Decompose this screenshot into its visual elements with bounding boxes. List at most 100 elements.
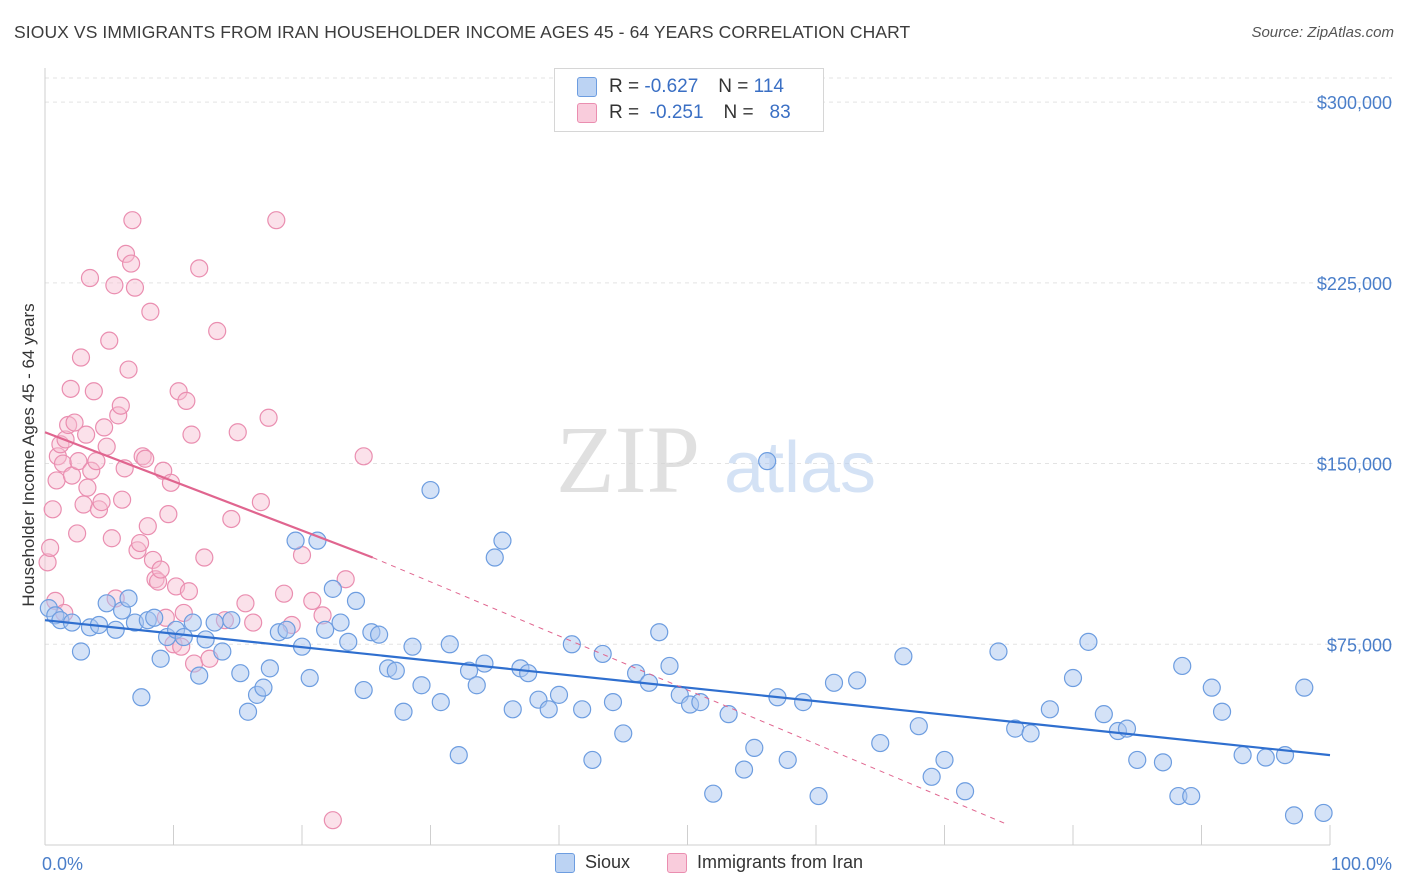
legend-row-iran: R = -0.251 N = 83	[577, 100, 791, 126]
y-tick-label: $150,000	[1317, 455, 1392, 475]
iran-point	[141, 302, 160, 321]
sioux-point	[231, 664, 250, 683]
iran-point	[159, 505, 178, 524]
sioux-point	[300, 668, 319, 688]
iran-point	[195, 548, 214, 567]
iran-point	[208, 321, 227, 341]
sioux-point	[650, 623, 669, 642]
sioux-point	[323, 579, 342, 598]
iran-point	[177, 391, 196, 410]
legend-n-label: N =	[718, 76, 749, 97]
sioux-point	[503, 700, 522, 719]
sioux-point	[493, 531, 512, 550]
iran-point	[179, 582, 199, 601]
sioux-point	[871, 733, 890, 753]
iran-point	[228, 423, 247, 442]
iran-point	[323, 811, 342, 830]
watermark-zip: ZIP	[556, 406, 700, 513]
sioux-point	[449, 746, 468, 765]
bottom-legend-label-sioux: Sioux	[585, 852, 631, 872]
y-tick-label: $300,000	[1317, 93, 1392, 113]
sioux-point	[254, 678, 273, 697]
sioux-point	[1040, 700, 1059, 719]
iran-point	[119, 360, 138, 379]
bottom-legend-label-iran: Immigrants from Iran	[697, 852, 864, 872]
trend-lines	[44, 431, 1331, 826]
sioux-point	[475, 654, 494, 673]
sioux-point	[386, 661, 405, 680]
iran-point	[116, 244, 136, 264]
iran-point	[130, 533, 150, 553]
sioux-point	[1182, 786, 1201, 806]
sioux-point	[603, 693, 623, 712]
y-tick-labels: $75,000 $150,000 $225,000 $300,000	[1317, 93, 1392, 655]
sioux-point	[412, 676, 431, 695]
legend-r-value-sioux: -0.627	[644, 76, 699, 97]
sioux-point	[97, 594, 116, 613]
legend-swatch-iran	[577, 103, 597, 123]
legend-box: R = -0.627 N = 114 R = -0.251 N = 83	[554, 68, 824, 132]
gridlines	[45, 77, 1392, 645]
sioux-point	[421, 480, 440, 500]
sioux-point	[719, 705, 738, 724]
sioux-point	[1079, 632, 1098, 651]
sioux-point	[1233, 746, 1252, 765]
iran-point	[146, 570, 165, 589]
sioux-point	[758, 452, 777, 471]
sioux-point	[1256, 748, 1275, 767]
sioux-point	[894, 647, 913, 666]
legend-n-value-iran: 83	[769, 102, 791, 123]
iran-point	[89, 500, 109, 519]
sioux-point	[935, 750, 954, 770]
iran-point	[80, 268, 100, 288]
sioux-point	[745, 738, 764, 757]
iran-trend-line	[44, 431, 374, 559]
iran-point	[222, 509, 241, 529]
iran-point	[68, 524, 87, 543]
sioux-point	[1314, 803, 1333, 823]
sioux-point	[106, 620, 125, 639]
sioux-point	[614, 724, 633, 743]
sioux-point	[989, 642, 1008, 661]
y-axis-title: Householder Income Ages 45 - 64 years	[19, 303, 38, 606]
sioux-point	[1295, 678, 1314, 697]
sioux-point	[174, 627, 193, 647]
watermark-atlas: atlas	[724, 428, 876, 508]
iran-point	[38, 553, 57, 572]
sioux-trend-line	[44, 619, 1331, 757]
sioux-point	[196, 630, 215, 649]
legend-n-value-sioux: 114	[753, 76, 784, 97]
iran-point	[182, 425, 201, 444]
sioux-point	[339, 632, 358, 651]
iran-point	[65, 413, 84, 432]
sioux-point	[824, 673, 844, 692]
sioux-point	[277, 620, 296, 639]
y-tick-label: $225,000	[1317, 274, 1392, 294]
axes	[44, 68, 1331, 846]
sioux-point	[354, 680, 373, 700]
sioux-point	[539, 700, 558, 719]
iran-point	[82, 461, 101, 480]
iran-point	[123, 211, 142, 230]
iran-point	[84, 382, 103, 401]
sioux-point	[183, 613, 202, 632]
iran-point	[143, 550, 163, 570]
sioux-point	[213, 642, 232, 661]
sioux-point	[1173, 656, 1192, 676]
sioux-point	[549, 685, 569, 704]
iran-point	[133, 447, 152, 466]
sioux-point	[190, 666, 209, 685]
iran-point	[69, 452, 88, 471]
sioux-point	[331, 613, 350, 632]
iran-point	[354, 447, 373, 466]
iran-trend-dashed-extension	[372, 557, 1009, 826]
y-tick-label: $75,000	[1327, 635, 1392, 655]
watermark: ZIP atlas	[556, 406, 876, 513]
iran-point	[336, 570, 355, 589]
sioux-point	[1128, 750, 1147, 770]
sioux-point	[1021, 724, 1040, 743]
sioux-point	[1212, 702, 1232, 721]
iran-point	[78, 478, 97, 497]
sioux-point	[1063, 668, 1083, 688]
